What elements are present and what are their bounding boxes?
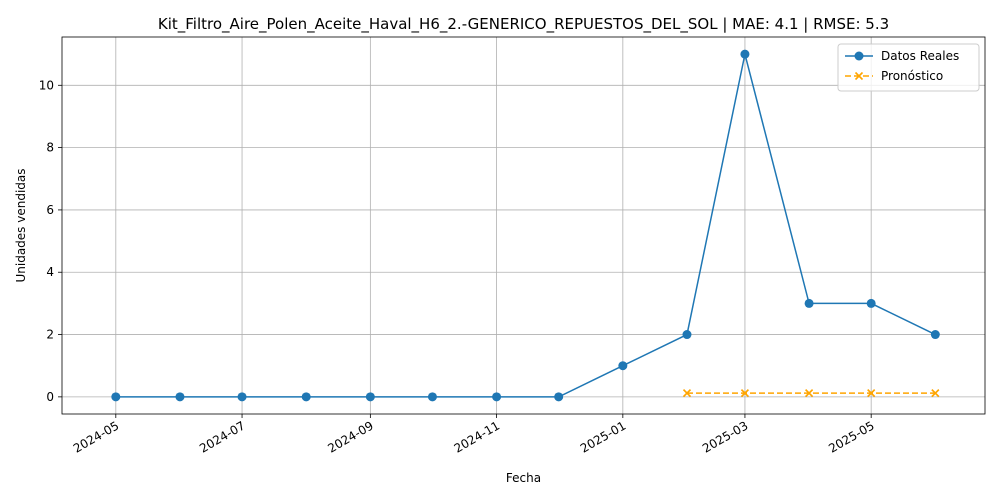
data-point	[365, 392, 375, 402]
data-point	[237, 392, 247, 402]
grid-lines	[62, 37, 985, 414]
x-tick-label: 2024-05	[71, 418, 121, 455]
data-point	[427, 392, 437, 402]
legend-item: Pronóstico	[845, 69, 943, 83]
x-tick-label: 2024-09	[325, 418, 375, 455]
data-point	[805, 389, 814, 398]
data-point	[682, 389, 692, 398]
x-axis-ticks: 2024-05 2024-07 2024-09 2024-11 2025-01 2025-…	[71, 414, 877, 456]
y-tick-label: 4	[46, 265, 54, 279]
chart-title: Kit_Filtro_Aire_Polen_Aceite_Haval_H6_2.…	[158, 15, 889, 34]
legend-label: Datos Reales	[881, 49, 959, 63]
plot-frame	[61, 36, 986, 415]
data-point	[301, 392, 311, 402]
series-pronostico	[682, 389, 940, 398]
data-point	[554, 392, 564, 402]
data-point	[740, 49, 750, 59]
data-point	[930, 330, 940, 340]
x-tick-label: 2025-03	[700, 418, 750, 455]
y-tick-label: 0	[46, 390, 54, 404]
y-axis-title: Unidades vendidas	[14, 168, 28, 282]
legend: Datos Reales Pronóstico	[837, 43, 980, 92]
legend-label: Pronóstico	[881, 69, 943, 83]
data-point	[682, 330, 692, 340]
y-tick-label: 8	[46, 141, 54, 155]
legend-box	[837, 43, 980, 92]
series-layer	[111, 49, 940, 402]
data-point	[618, 361, 628, 371]
data-point	[111, 392, 121, 402]
series-line	[115, 53, 936, 398]
x-axis-title: Fecha	[506, 471, 541, 485]
y-tick-label: 10	[39, 78, 54, 92]
legend-marker	[854, 51, 864, 61]
data-point	[867, 389, 876, 398]
x-tick-label: 2024-07	[197, 418, 247, 455]
data-point	[931, 389, 940, 398]
y-axis-ticks: 0 2 4 6 8 10	[39, 78, 62, 404]
y-tick-label: 2	[46, 328, 54, 342]
x-tick-label: 2024-11	[452, 418, 502, 455]
y-tick-label: 6	[46, 203, 54, 217]
legend-item: Datos Reales	[845, 49, 959, 63]
data-point	[492, 392, 502, 402]
x-tick-label: 2025-01	[578, 418, 628, 455]
series-datos-reales	[111, 49, 940, 402]
x-tick-label: 2025-05	[826, 418, 876, 455]
data-point	[804, 298, 814, 308]
data-point	[866, 298, 876, 308]
data-point	[740, 389, 750, 398]
data-point	[175, 392, 185, 402]
